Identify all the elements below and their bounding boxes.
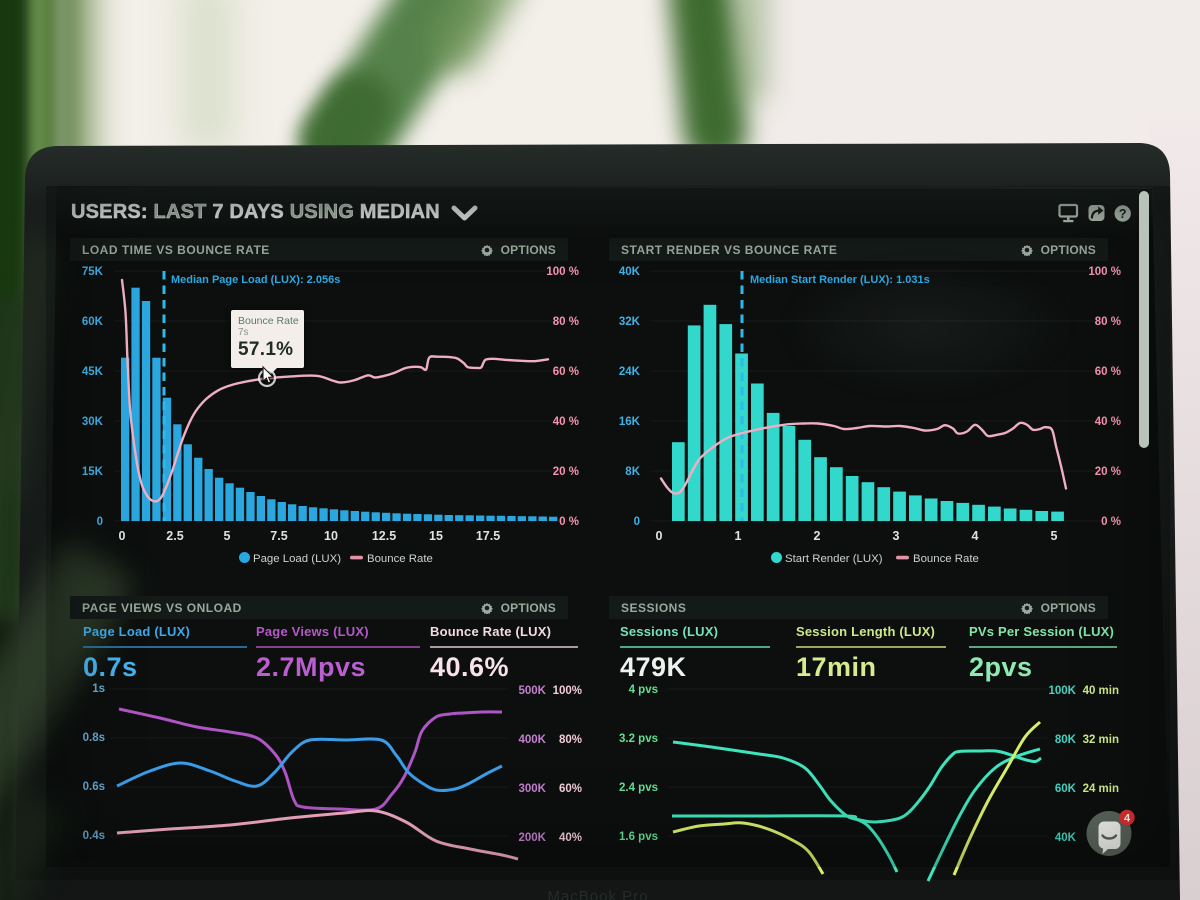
svg-text:32 min: 32 min <box>1083 734 1119 746</box>
svg-text:20 %: 20 % <box>1095 466 1121 478</box>
svg-text:80%: 80% <box>559 734 582 746</box>
svg-text:40K: 40K <box>1055 832 1077 844</box>
svg-text:Median Start Render (LUX): 1.0: Median Start Render (LUX): 1.031s <box>750 274 930 286</box>
svg-text:1s: 1s <box>92 683 105 695</box>
svg-text:0.6s: 0.6s <box>83 781 105 793</box>
svg-text:0: 0 <box>97 516 103 528</box>
svg-text:17.5: 17.5 <box>476 529 500 543</box>
svg-text:4: 4 <box>972 529 979 543</box>
svg-text:4 pvs: 4 pvs <box>629 684 658 696</box>
svg-text:30K: 30K <box>82 416 104 428</box>
svg-text:500K: 500K <box>519 685 547 697</box>
svg-text:45K: 45K <box>82 366 104 378</box>
svg-text:100 %: 100 % <box>546 266 579 278</box>
svg-text:2.4 pvs: 2.4 pvs <box>619 782 658 794</box>
svg-text:20 %: 20 % <box>553 466 579 478</box>
svg-text:0: 0 <box>119 529 126 543</box>
svg-text:1.6 pvs: 1.6 pvs <box>619 831 658 843</box>
svg-text:40%: 40% <box>559 832 582 844</box>
svg-text:400K: 400K <box>519 734 547 746</box>
svg-text:Page Load (LUX): Page Load (LUX) <box>253 553 341 565</box>
svg-text:7.5: 7.5 <box>270 529 287 543</box>
svg-text:24K: 24K <box>619 366 641 378</box>
svg-text:24 min: 24 min <box>1083 783 1119 795</box>
svg-text:2.5: 2.5 <box>166 529 183 543</box>
svg-text:0.4s: 0.4s <box>83 830 105 842</box>
svg-text:Median Page Load (LUX): 2.056s: Median Page Load (LUX): 2.056s <box>171 274 340 286</box>
svg-text:16K: 16K <box>619 416 641 428</box>
svg-text:60%: 60% <box>559 783 582 795</box>
svg-text:3: 3 <box>893 529 900 543</box>
svg-text:60K: 60K <box>82 316 104 328</box>
svg-text:?: ? <box>1119 207 1127 221</box>
svg-text:0: 0 <box>634 516 640 528</box>
svg-text:0: 0 <box>656 529 663 543</box>
svg-text:80K: 80K <box>1055 734 1077 746</box>
svg-text:60K: 60K <box>1055 783 1077 795</box>
svg-text:Bounce Rate: Bounce Rate <box>367 553 433 565</box>
svg-text:3.2 pvs: 3.2 pvs <box>619 733 658 745</box>
svg-text:60 %: 60 % <box>553 366 579 378</box>
svg-text:4: 4 <box>1124 812 1131 824</box>
svg-text:200K: 200K <box>519 832 547 844</box>
svg-text:80 %: 80 % <box>1095 316 1121 328</box>
svg-text:40 %: 40 % <box>1095 416 1121 428</box>
svg-text:100K: 100K <box>1049 685 1077 697</box>
svg-text:15: 15 <box>429 529 443 543</box>
svg-text:8K: 8K <box>625 466 640 478</box>
svg-text:15K: 15K <box>82 466 104 478</box>
svg-text:100 %: 100 % <box>1088 266 1121 278</box>
svg-text:Bounce Rate: Bounce Rate <box>913 553 979 565</box>
svg-text:100%: 100% <box>553 685 582 697</box>
svg-text:300K: 300K <box>519 783 547 795</box>
svg-text:5: 5 <box>1051 529 1058 543</box>
svg-text:80 %: 80 % <box>553 316 579 328</box>
svg-text:40 %: 40 % <box>553 416 579 428</box>
svg-text:10: 10 <box>324 529 338 543</box>
svg-text:0 %: 0 % <box>1101 516 1121 528</box>
svg-text:40 min: 40 min <box>1083 685 1119 697</box>
svg-text:12.5: 12.5 <box>372 529 396 543</box>
svg-text:60 %: 60 % <box>1095 366 1121 378</box>
svg-text:0.8s: 0.8s <box>83 732 105 744</box>
svg-text:2: 2 <box>814 529 821 543</box>
svg-text:Start Render (LUX): Start Render (LUX) <box>785 553 883 565</box>
svg-text:0 %: 0 % <box>559 516 579 528</box>
svg-text:5: 5 <box>224 529 231 543</box>
svg-text:32K: 32K <box>619 316 641 328</box>
svg-text:40K: 40K <box>619 266 641 278</box>
svg-text:1: 1 <box>735 529 742 543</box>
svg-text:75K: 75K <box>82 266 104 278</box>
